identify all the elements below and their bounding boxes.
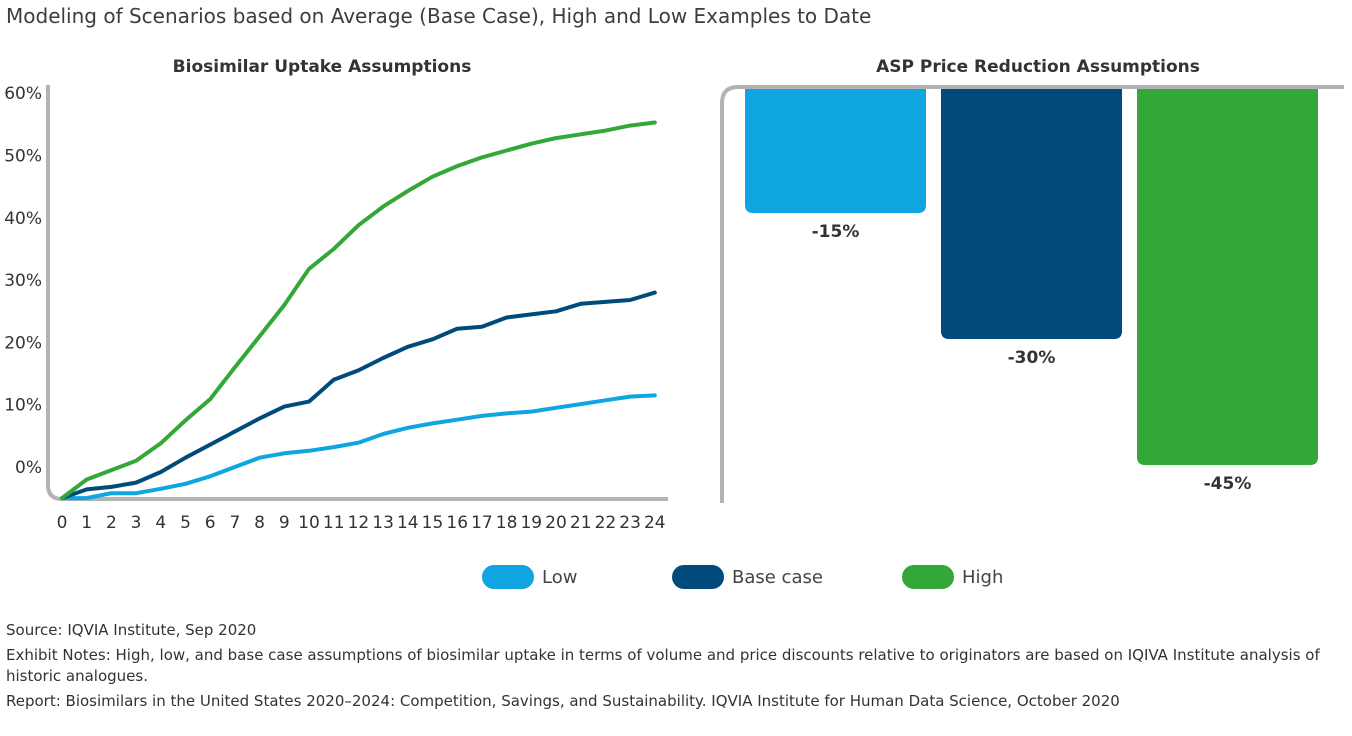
bar-chart-axis bbox=[720, 85, 1344, 503]
legend-swatch bbox=[482, 565, 534, 589]
x-tick-label: 4 bbox=[155, 513, 166, 533]
x-tick-label: 21 bbox=[570, 513, 592, 533]
x-tick-label: 8 bbox=[254, 513, 265, 533]
page-title: Modeling of Scenarios based on Average (… bbox=[6, 4, 872, 28]
y-tick-label: 20% bbox=[4, 333, 42, 353]
charts-canvas: Biosimilar Uptake Assumptions 0%10%20%30… bbox=[4, 57, 1344, 589]
x-tick-label: 11 bbox=[323, 513, 345, 533]
x-tick-label: 2 bbox=[106, 513, 117, 533]
notes: Source: IQVIA Institute, Sep 2020 Exhibi… bbox=[6, 620, 1336, 716]
y-tick-label: 10% bbox=[4, 396, 42, 416]
x-tick-label: 24 bbox=[644, 513, 666, 533]
x-tick-label: 20 bbox=[545, 513, 567, 533]
x-tick-label: 15 bbox=[422, 513, 444, 533]
bar-data-label: -15% bbox=[812, 222, 860, 242]
x-tick-label: 17 bbox=[471, 513, 493, 533]
bar-chart-title: ASP Price Reduction Assumptions bbox=[876, 57, 1200, 77]
series-line-base-case bbox=[60, 290, 657, 501]
x-tick-label: 1 bbox=[81, 513, 92, 533]
line-chart-axis bbox=[46, 85, 668, 501]
bar-base-case bbox=[941, 87, 1122, 339]
x-tick-label: 7 bbox=[229, 513, 240, 533]
y-tick-label: 60% bbox=[4, 84, 42, 104]
x-tick-label: 6 bbox=[205, 513, 216, 533]
x-tick-label: 14 bbox=[397, 513, 419, 533]
x-tick-label: 12 bbox=[348, 513, 370, 533]
legend: Low Base case High bbox=[482, 565, 1003, 589]
x-tick-label: 10 bbox=[298, 513, 320, 533]
bar-high bbox=[1137, 87, 1318, 465]
legend-swatch bbox=[672, 565, 724, 589]
legend-label: Base case bbox=[732, 567, 823, 588]
legend-swatch bbox=[902, 565, 954, 589]
bar-data-label: -30% bbox=[1008, 348, 1056, 368]
y-tick-label: 30% bbox=[4, 271, 42, 291]
line-series-group bbox=[60, 120, 657, 501]
report-note: Report: Biosimilars in the United States… bbox=[6, 692, 1120, 710]
y-tick-label: 0% bbox=[15, 458, 42, 478]
line-y-ticks: 0% 10% 20% 30% 40% 50% 60% bbox=[4, 84, 42, 478]
series-line-high bbox=[60, 120, 657, 501]
x-tick-label: 9 bbox=[279, 513, 290, 533]
y-tick-label: 40% bbox=[4, 209, 42, 229]
x-tick-label: 3 bbox=[131, 513, 142, 533]
x-tick-label: 16 bbox=[446, 513, 468, 533]
x-tick-label: 19 bbox=[520, 513, 542, 533]
bar-data-label: -45% bbox=[1204, 474, 1252, 494]
y-tick-label: 50% bbox=[4, 147, 42, 167]
bar-low bbox=[745, 87, 926, 213]
bar-group: -15% -30% -45% bbox=[745, 87, 1318, 494]
source-note: Source: IQVIA Institute, Sep 2020 bbox=[6, 621, 257, 639]
x-tick-label: 5 bbox=[180, 513, 191, 533]
x-tick-label: 0 bbox=[57, 513, 68, 533]
x-tick-label: 18 bbox=[496, 513, 518, 533]
legend-label: Low bbox=[542, 567, 577, 588]
line-chart-title: Biosimilar Uptake Assumptions bbox=[173, 57, 472, 77]
x-tick-label: 23 bbox=[619, 513, 641, 533]
legend-label: High bbox=[962, 567, 1003, 588]
series-line-low bbox=[60, 393, 657, 501]
x-tick-label: 13 bbox=[372, 513, 394, 533]
x-tick-label: 22 bbox=[595, 513, 617, 533]
exhibit-note: Exhibit Notes: High, low, and base case … bbox=[6, 646, 1320, 685]
line-x-ticks: 0 1 2 3 4 5 6 7 8 9 10 11 12 13 14 15 16 17 18 19 20 21 22 23 24 bbox=[57, 513, 666, 533]
